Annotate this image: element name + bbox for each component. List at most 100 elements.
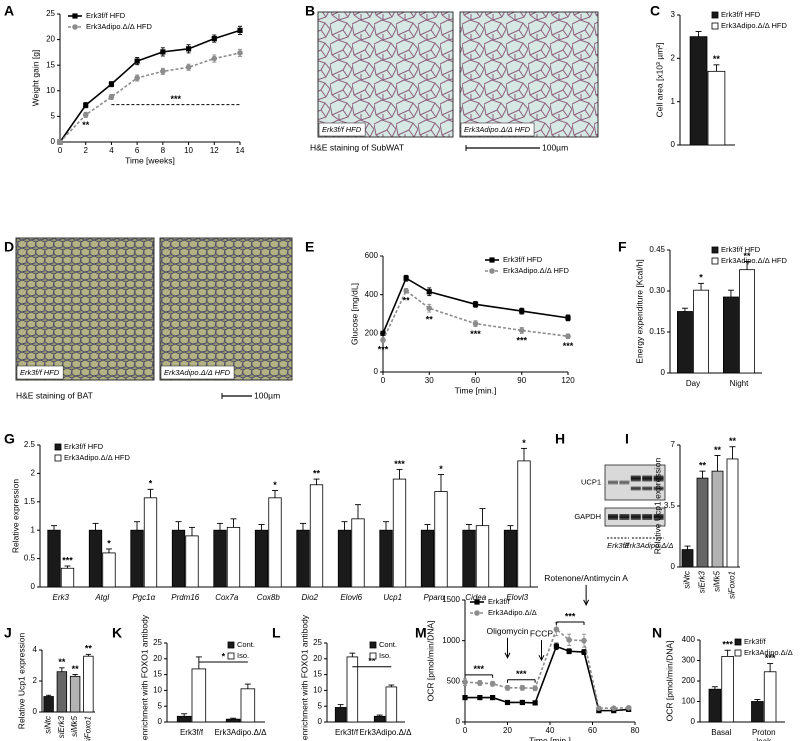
bar [240,688,256,723]
significance: *** [565,611,576,621]
legend-label: Erk3Adipo.Δ/Δ [488,608,537,617]
bar [385,686,398,723]
y-tick-label: 5 [318,701,323,710]
series-line [59,52,241,143]
y-axis-label: Relative Ucp1 expression [652,458,662,555]
marker [581,649,587,655]
x-tick-label: 0 [58,146,63,155]
bar [379,529,393,588]
event-arrowhead [504,652,511,659]
legend-swatch [369,641,377,649]
marker [553,626,560,633]
legend-swatch [54,454,62,462]
significance: ** [699,461,707,471]
marker [565,333,571,340]
y-axis-label: Relative Ucp1 expression [16,633,26,730]
x-tick-label: siNtc [44,716,53,734]
marker [380,330,386,336]
band-label: UCP1 [581,477,601,486]
significance: *** [765,653,776,663]
marker [211,35,217,42]
y-tick-label: 500 [447,676,461,685]
bar [43,696,54,713]
band [630,475,641,482]
legend-swatch [711,22,719,30]
y-tick-label: 5 [51,112,56,121]
marker [57,139,63,145]
y-tick-label: 10 [46,86,55,95]
legend-label: Erk3f/f [488,597,511,606]
bar [696,477,709,568]
x-tick-label: 30 [425,376,434,385]
bar [708,688,722,723]
panel-letter: F [618,239,627,255]
significance: ** [368,656,376,666]
y-tick-label: 2 [31,469,36,478]
marker [72,24,78,30]
legend-label: Erk3f/f HFD [721,10,761,19]
event-label: Oligomycin [486,626,528,636]
marker [403,275,409,281]
band [642,514,653,520]
bar [334,707,347,723]
bar [102,552,116,588]
panel-letter: G [4,431,15,447]
band [630,514,641,520]
y-tick-label: 10 [153,686,162,695]
significance: ** [72,664,80,674]
marker [504,699,511,706]
marker [489,680,496,687]
bar [191,668,207,723]
image-label-box [460,122,535,137]
marker [489,257,495,263]
x-tick-label: Erk3Adipo.Δ/Δ [359,728,412,737]
x-tick-label: 0 [381,376,386,385]
x-tick-label: 4 [109,146,114,155]
y-tick-label: 0.45 [649,245,665,254]
marker [426,305,433,312]
y-axis-label: Weight gain [g] [30,50,40,107]
panel-letter: M [415,625,427,641]
legend-swatch [369,652,377,660]
x-tick-label: 40 [546,726,555,735]
y-axis-label: Energy expenditure [Kcal/h] [634,259,644,363]
marker [532,685,538,692]
bar [88,529,103,588]
y-tick-label: 0.30 [649,286,665,295]
x-tick-label: siNtc [683,571,692,589]
bar [434,491,448,588]
legend-label: Erk3f/f [744,637,767,646]
marker [426,289,432,295]
marker [82,112,89,118]
significance: * [273,480,277,490]
panel-letter: C [650,3,660,19]
marker [519,308,525,314]
significance: * [522,438,526,448]
significance: * [699,273,703,283]
x-tick-label: Pparα [424,593,446,602]
significance: *** [394,459,405,469]
legend-label: Erk3f/f HFD [503,255,543,264]
y-tick-label: 7 [671,440,676,449]
panel-letter: L [272,625,281,641]
group-label: Erk3Adipo.Δ/Δ [625,541,674,550]
bar [726,458,739,568]
marker [83,102,89,108]
bar [517,460,531,588]
band [608,480,618,485]
x-axis-label: Time [weeks] [125,155,175,165]
significance: ** [82,120,90,130]
band [653,475,664,482]
bar [475,525,490,588]
x-tick-label: Prdm16 [171,593,200,602]
y-tick-label: 25 [313,638,322,647]
marker [565,315,571,321]
x-tick-label: 90 [517,376,526,385]
x-tick-label: siFoxo1 [728,571,737,599]
legend-label: Iso. [379,651,391,660]
marker [490,695,496,701]
bar [60,567,75,588]
series-line [59,29,241,143]
legend-swatch [711,257,719,265]
bar [69,675,81,713]
